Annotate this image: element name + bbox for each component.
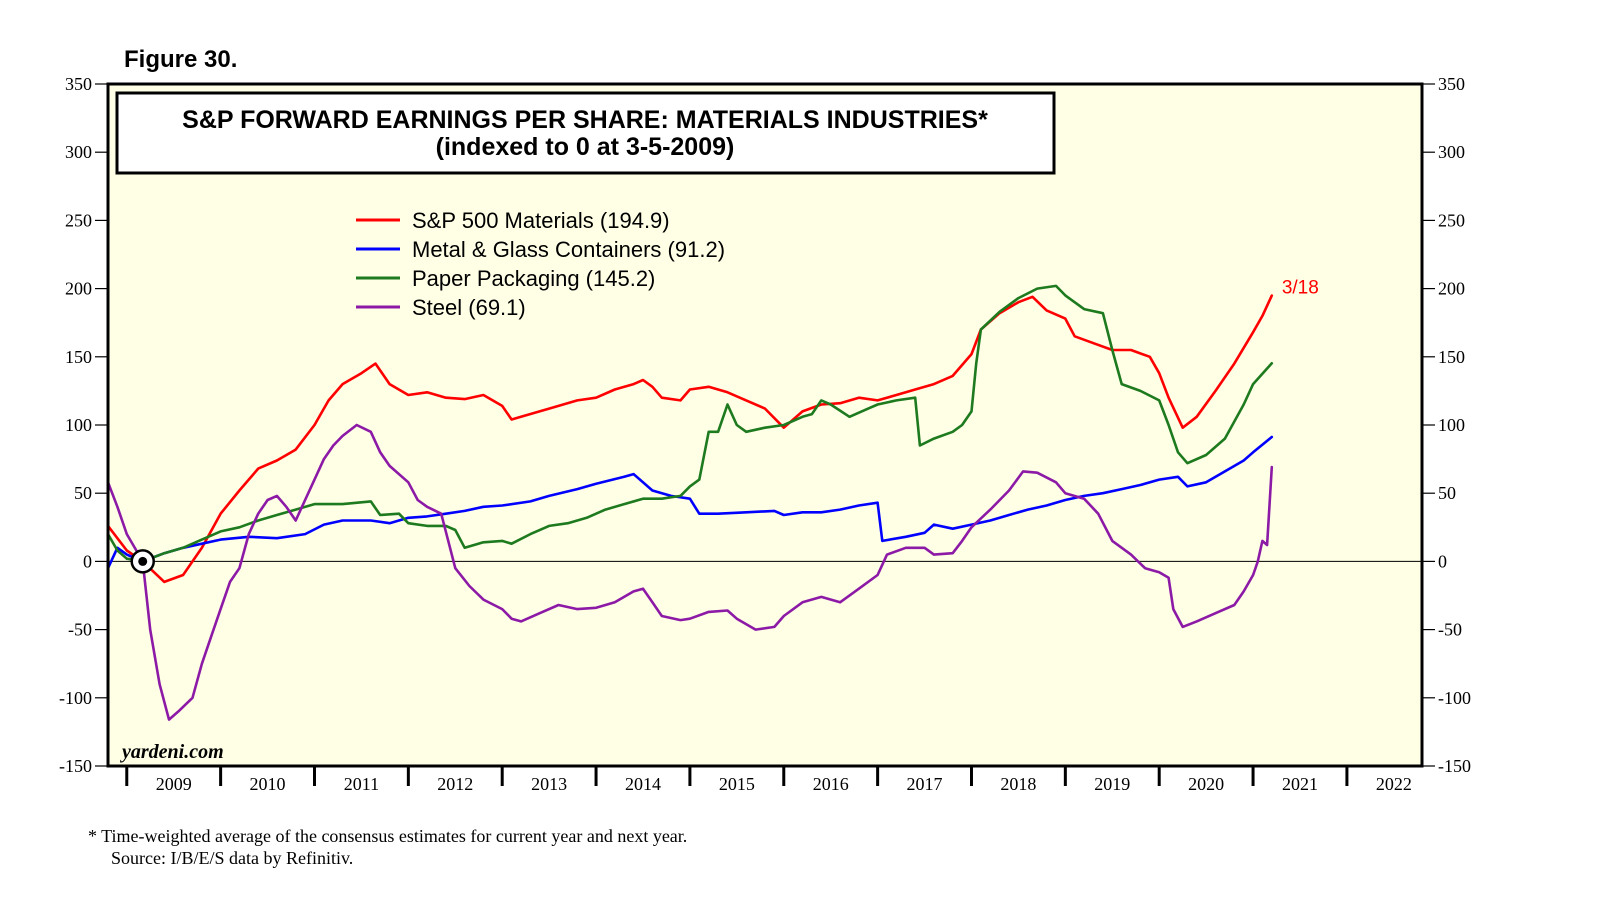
plot-area xyxy=(108,84,1422,766)
reference-point-marker xyxy=(130,549,155,574)
x-tick-label: 2014 xyxy=(625,774,661,794)
y-tick-label-right: 300 xyxy=(1438,142,1465,162)
x-tick-label: 2019 xyxy=(1094,774,1130,794)
series-line-paper-packaging xyxy=(106,284,1274,563)
legend-label: S&P 500 Materials (194.9) xyxy=(412,208,670,233)
y-tick-label-right: -100 xyxy=(1438,688,1471,708)
y-tick-label-left: 250 xyxy=(65,210,92,230)
y-axis-right: 350 300 250 200 150 100 50 0 -50 -100 -150 xyxy=(1422,74,1471,776)
y-tick-label-right: 50 xyxy=(1438,483,1456,503)
plot-frame xyxy=(106,82,1424,768)
legend-label: Steel (69.1) xyxy=(412,295,526,320)
series-group xyxy=(106,284,1274,721)
y-tick-label-left: -100 xyxy=(59,688,92,708)
x-tick-label: 2010 xyxy=(250,774,286,794)
y-tick-label-right: -50 xyxy=(1438,620,1462,640)
y-tick-label-left: 200 xyxy=(65,279,92,299)
y-tick-label-right: 250 xyxy=(1438,210,1465,230)
x-tick-label: 2016 xyxy=(813,774,849,794)
x-tick-label: 2021 xyxy=(1282,774,1318,794)
legend: S&P 500 Materials (194.9) Metal & Glass C… xyxy=(356,208,725,320)
y-tick-label-left: -150 xyxy=(59,756,92,776)
series-line-metal-glass-containers xyxy=(106,435,1274,570)
y-tick-label-right: 0 xyxy=(1438,551,1447,571)
y-tick-label-left: 100 xyxy=(65,415,92,435)
reference-dot xyxy=(138,556,148,566)
x-tick-label: 2020 xyxy=(1188,774,1224,794)
y-tick-label-right: 200 xyxy=(1438,279,1465,299)
watermark: yardeni.com xyxy=(120,741,224,763)
y-tick-label-left: 150 xyxy=(65,347,92,367)
chart-subtitle: (indexed to 0 at 3-5-2009) xyxy=(436,133,735,161)
figure-label: Figure 30. xyxy=(124,46,237,73)
y-tick-label-left: 350 xyxy=(65,74,92,94)
x-tick-label: 2012 xyxy=(437,774,473,794)
y-axis-left: 350 300 250 200 150 100 50 0 -50 -100 -150 xyxy=(59,74,108,776)
y-tick-label-right: 100 xyxy=(1438,415,1465,435)
footnote-line-1: * Time-weighted average of the consensus… xyxy=(88,826,687,846)
chart-title: S&P FORWARD EARNINGS PER SHARE: MATERIAL… xyxy=(182,106,988,134)
legend-label: Paper Packaging (145.2) xyxy=(412,266,655,291)
y-tick-label-right: 350 xyxy=(1438,74,1465,94)
x-tick-label: 2015 xyxy=(719,774,755,794)
y-tick-label-right: 150 xyxy=(1438,347,1465,367)
y-tick-label-left: 50 xyxy=(74,483,92,503)
footnote-source: Source: I/B/E/S data by Refinitiv. xyxy=(111,848,353,868)
y-tick-label-left: 300 xyxy=(65,142,92,162)
end-date-label: 3/18 xyxy=(1282,278,1319,299)
y-tick-label-right: -150 xyxy=(1438,756,1471,776)
series-line-s-p-500-materials xyxy=(106,294,1274,584)
y-tick-label-left: -50 xyxy=(68,620,92,640)
x-tick-label: 2009 xyxy=(156,774,192,794)
x-axis: 2009 2010 2011 2012 2013 2014 2015 2016 2017 2018… xyxy=(125,766,1412,794)
title-box xyxy=(115,91,1056,175)
x-tick-label: 2022 xyxy=(1376,774,1412,794)
x-tick-label: 2013 xyxy=(531,774,567,794)
x-tick-label: 2018 xyxy=(1000,774,1036,794)
x-tick-label: 2017 xyxy=(907,774,943,794)
y-tick-label-left: 0 xyxy=(83,551,92,571)
x-tick-label: 2011 xyxy=(344,774,379,794)
legend-label: Metal & Glass Containers (91.2) xyxy=(412,237,725,262)
series-line-steel xyxy=(106,423,1274,721)
